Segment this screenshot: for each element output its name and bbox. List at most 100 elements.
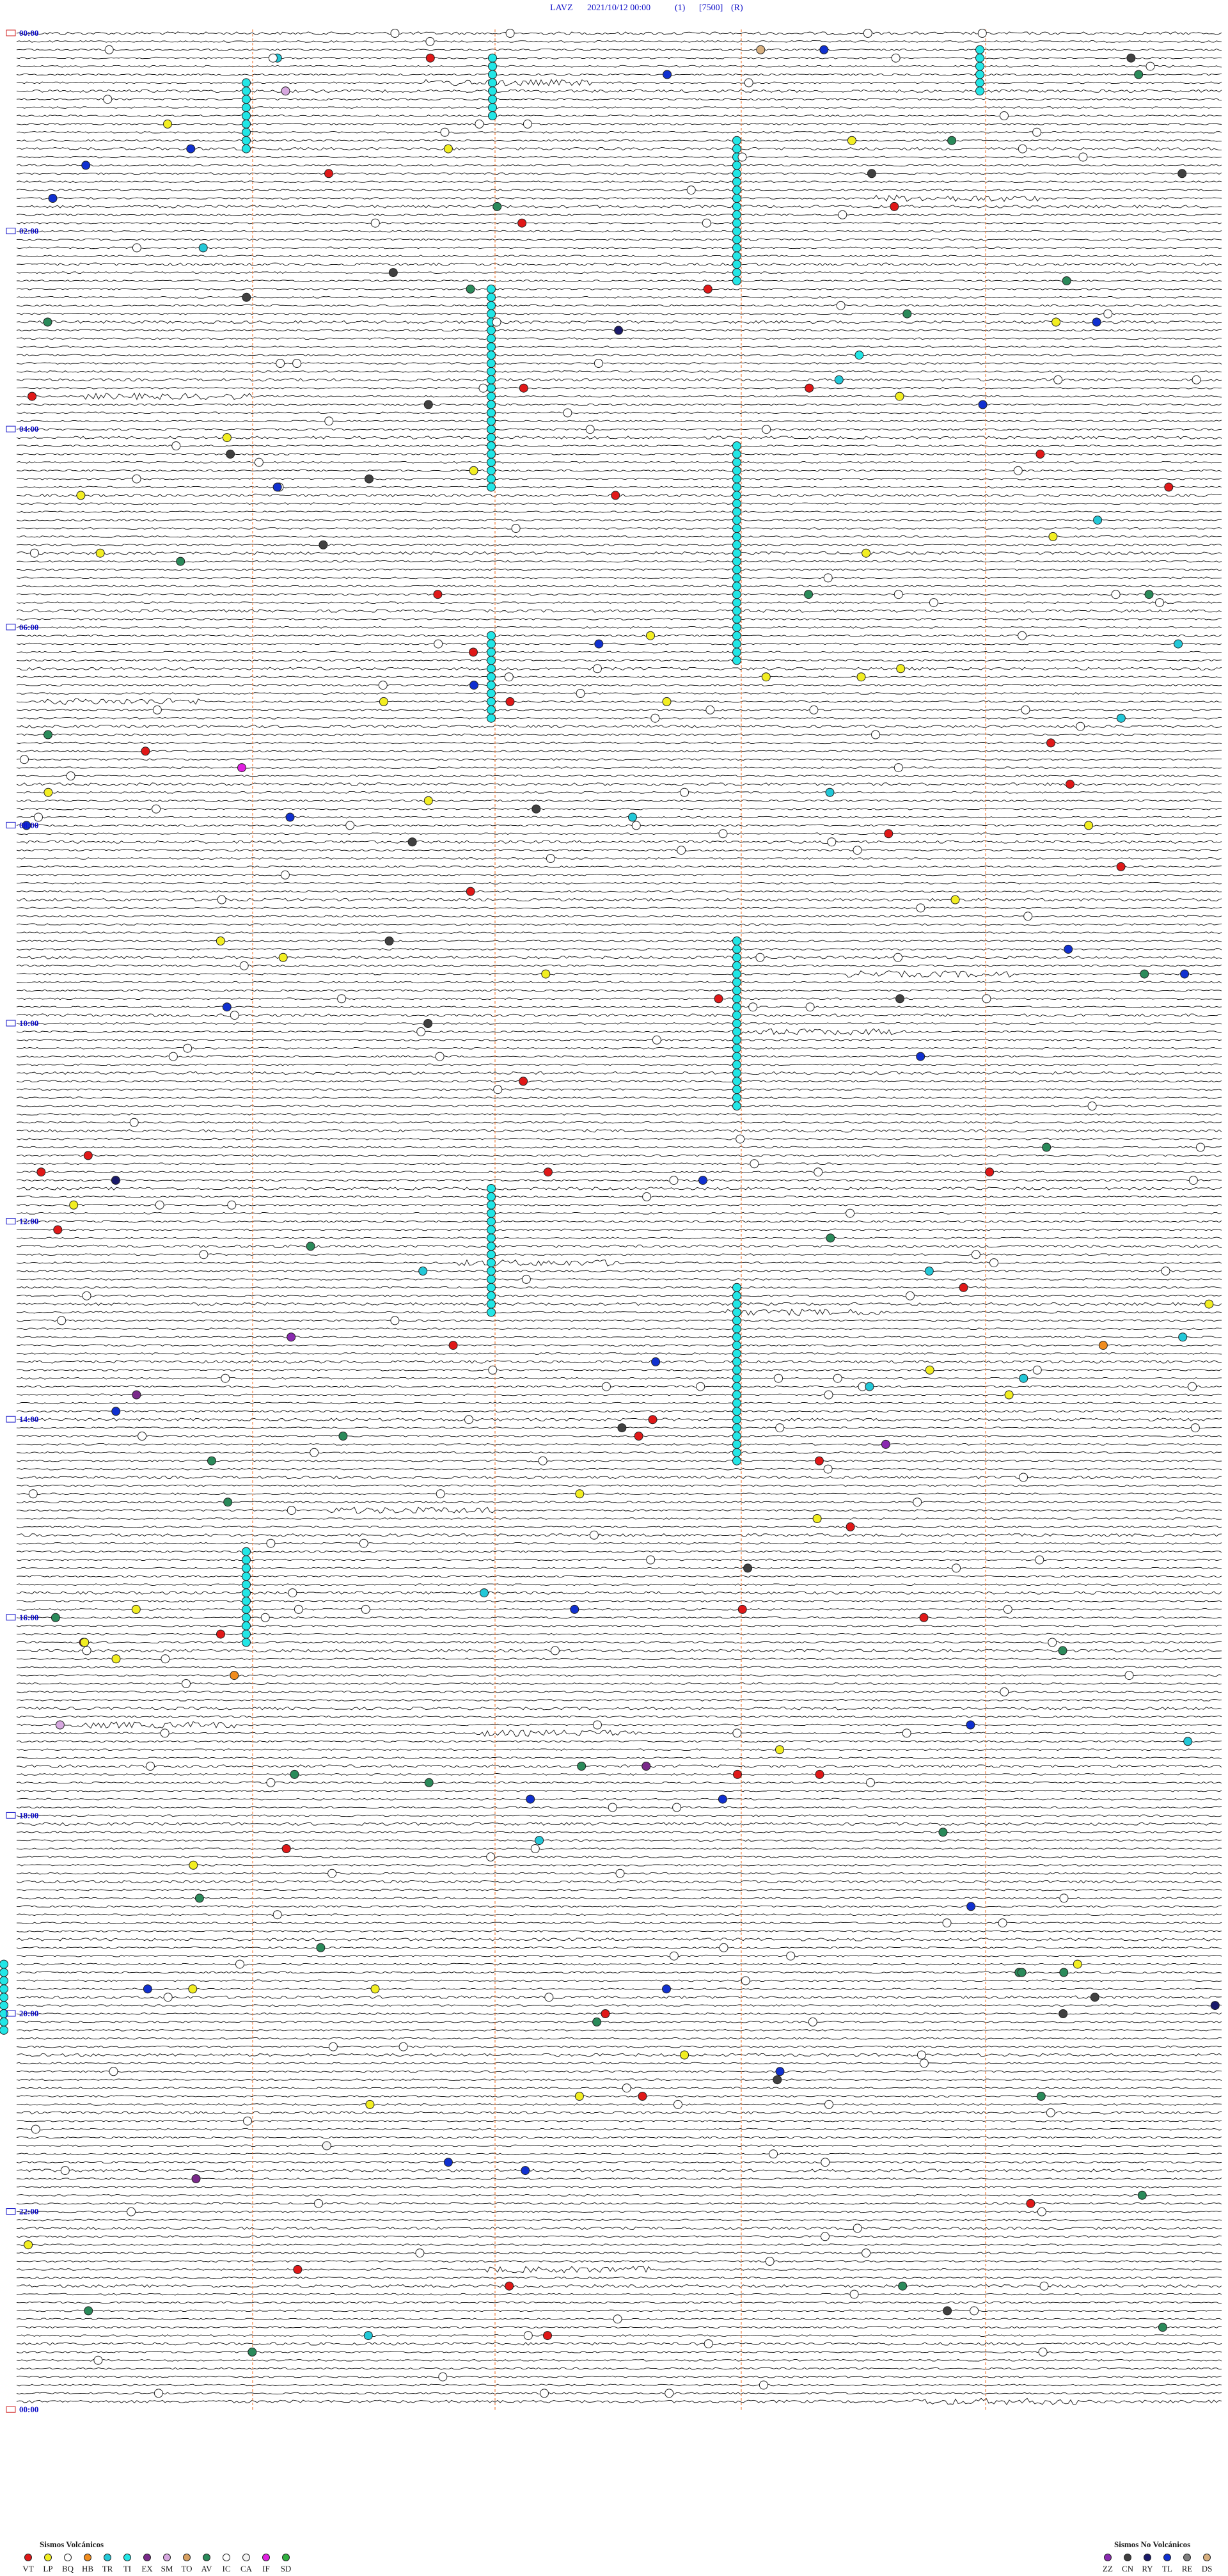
event-marker (242, 1563, 251, 1573)
event-marker (423, 400, 433, 409)
station: LAVZ (550, 3, 573, 13)
event-marker (287, 1506, 296, 1515)
trace (16, 1244, 1222, 1249)
time-labels: 00:00 02:00 04:00 06:00 08:00 10:00 12:00 14:00… (6, 28, 38, 2414)
event-marker (488, 61, 497, 71)
trace (16, 750, 1222, 753)
trace (16, 1096, 1222, 1100)
event-marker (440, 127, 450, 137)
event-marker (24, 2240, 33, 2250)
event-marker (895, 994, 904, 1004)
event-marker (543, 2331, 552, 2341)
event-marker (189, 1860, 198, 1870)
event-marker (487, 697, 496, 706)
legend-code: RY (1142, 2564, 1153, 2573)
event-marker (242, 1604, 251, 1614)
trace (16, 1501, 1222, 1504)
trace (16, 733, 1222, 736)
event-marker (535, 1836, 544, 1845)
legend-code: LP (43, 2564, 52, 2573)
event-marker (570, 1604, 579, 1614)
event-marker (69, 1200, 79, 1210)
event-marker (775, 1423, 785, 1433)
trace (16, 2095, 1222, 2098)
trace (16, 1055, 1222, 1058)
event-marker (0, 1984, 8, 1994)
event-marker (732, 449, 741, 459)
trace (16, 1930, 1222, 1932)
event-marker (83, 1151, 93, 1160)
event-marker (248, 2347, 257, 2357)
legend: Sismos Volcánicos VT LP BQ HB TR TI EX SM TO AV IC C… (22, 2540, 1212, 2573)
trace (16, 2193, 1222, 2197)
event-marker (755, 952, 765, 962)
trace (16, 1022, 1222, 1025)
trace (16, 354, 1222, 357)
event-marker (628, 812, 637, 822)
event-marker (977, 29, 987, 38)
event-marker (814, 1456, 824, 1466)
trace (16, 2144, 1222, 2147)
trace (16, 2243, 1222, 2247)
event-marker (732, 260, 741, 269)
trace (16, 79, 1222, 86)
legend-code: TR (102, 2564, 113, 2573)
event-marker (82, 1646, 91, 1655)
event-marker (815, 1769, 824, 1779)
event-marker (646, 631, 655, 640)
trace (16, 230, 1222, 233)
trace (16, 1798, 1222, 1801)
event-marker (523, 119, 532, 129)
event-marker (31, 2124, 40, 2134)
event-marker (466, 284, 475, 294)
event-marker (0, 2017, 8, 2027)
legend-code: TI (123, 2564, 131, 2573)
event-marker (487, 383, 496, 393)
legend-code: SD (281, 2564, 292, 2573)
legend-swatch (1144, 2554, 1151, 2561)
event-marker (81, 161, 91, 170)
event-marker (306, 1242, 315, 1251)
event-marker (601, 2009, 610, 2018)
event-marker (60, 2166, 70, 2176)
trace (16, 1071, 1222, 1075)
trace (16, 1006, 1222, 1009)
event-marker (1059, 1893, 1069, 1903)
label-box (6, 821, 16, 828)
event-marker (834, 375, 844, 384)
event-marker (732, 1093, 741, 1103)
event-marker (1093, 516, 1103, 525)
trace (16, 1674, 1222, 1677)
event-marker (696, 1382, 705, 1391)
trace (16, 345, 1222, 349)
event-marker (487, 647, 496, 657)
event-marker (80, 1638, 90, 1647)
legend-code: DS (1202, 2564, 1213, 2573)
event-marker (732, 1299, 741, 1309)
event-marker (732, 482, 741, 492)
event-marker (622, 2083, 631, 2093)
event-marker (732, 474, 741, 484)
event-marker (898, 2281, 908, 2291)
event-marker (448, 1341, 458, 1350)
legend-code: IF (262, 2564, 270, 2573)
event-marker (198, 243, 208, 253)
event-marker (487, 639, 496, 649)
event-marker (732, 540, 741, 549)
trace (16, 1773, 1222, 1776)
event-marker (1003, 1604, 1012, 1614)
event-marker (0, 1959, 8, 1969)
event-marker (327, 1869, 337, 1878)
trace (16, 2070, 1222, 2073)
trace (16, 1286, 1222, 1289)
event-marker (634, 1432, 643, 1441)
event-marker (22, 821, 31, 830)
event-marker (487, 1291, 496, 1300)
event-marker (322, 2141, 331, 2151)
time-label: 14:00 (19, 1414, 38, 1424)
event-marker (1021, 705, 1030, 715)
trace (16, 684, 1222, 686)
trace (16, 970, 1222, 978)
trace (16, 873, 1222, 876)
trace (16, 1028, 1222, 1036)
